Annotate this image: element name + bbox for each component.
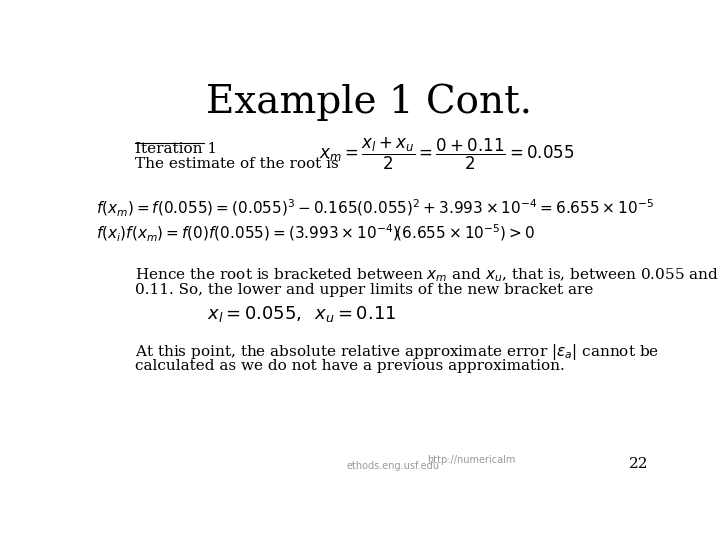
Text: http://numericalm: http://numericalm xyxy=(428,455,516,465)
Text: $f(x_i)f(x_m) = f(0)f(0.055) = \left(3.993\times10^{-4}\right)\!\left(6.655\time: $f(x_i)f(x_m) = f(0)f(0.055) = \left(3.9… xyxy=(96,222,535,244)
Text: Hence the root is bracketed between $x_m$ and $x_u$, that is, between 0.055 and: Hence the root is bracketed between $x_m… xyxy=(135,266,719,284)
Text: calculated as we do not have a previous approximation.: calculated as we do not have a previous … xyxy=(135,359,564,373)
Text: $f(x_m) = f(0.055) = (0.055)^3 - 0.165(0.055)^2 + 3.993\times10^{-4} = 6.655\tim: $f(x_m) = f(0.055) = (0.055)^3 - 0.165(0… xyxy=(96,198,654,219)
Text: 0.11. So, the lower and upper limits of the new bracket are: 0.11. So, the lower and upper limits of … xyxy=(135,283,593,297)
Text: At this point, the absolute relative approximate error $|\epsilon_a|$ cannot be: At this point, the absolute relative app… xyxy=(135,342,659,362)
Text: $x_m = \dfrac{x_{l} + x_u}{2} = \dfrac{0 + 0.11}{2} = 0.055$: $x_m = \dfrac{x_{l} + x_u}{2} = \dfrac{0… xyxy=(319,136,574,172)
Text: Iteration 1: Iteration 1 xyxy=(135,141,217,156)
Text: Example 1 Cont.: Example 1 Cont. xyxy=(206,84,532,121)
Text: ethods.eng.usf.edu: ethods.eng.usf.edu xyxy=(347,462,440,471)
Text: 22: 22 xyxy=(629,457,648,471)
Text: The estimate of the root is: The estimate of the root is xyxy=(135,157,338,171)
Text: $x_l = 0.055, \;\; x_u = 0.11$: $x_l = 0.055, \;\; x_u = 0.11$ xyxy=(207,304,397,325)
